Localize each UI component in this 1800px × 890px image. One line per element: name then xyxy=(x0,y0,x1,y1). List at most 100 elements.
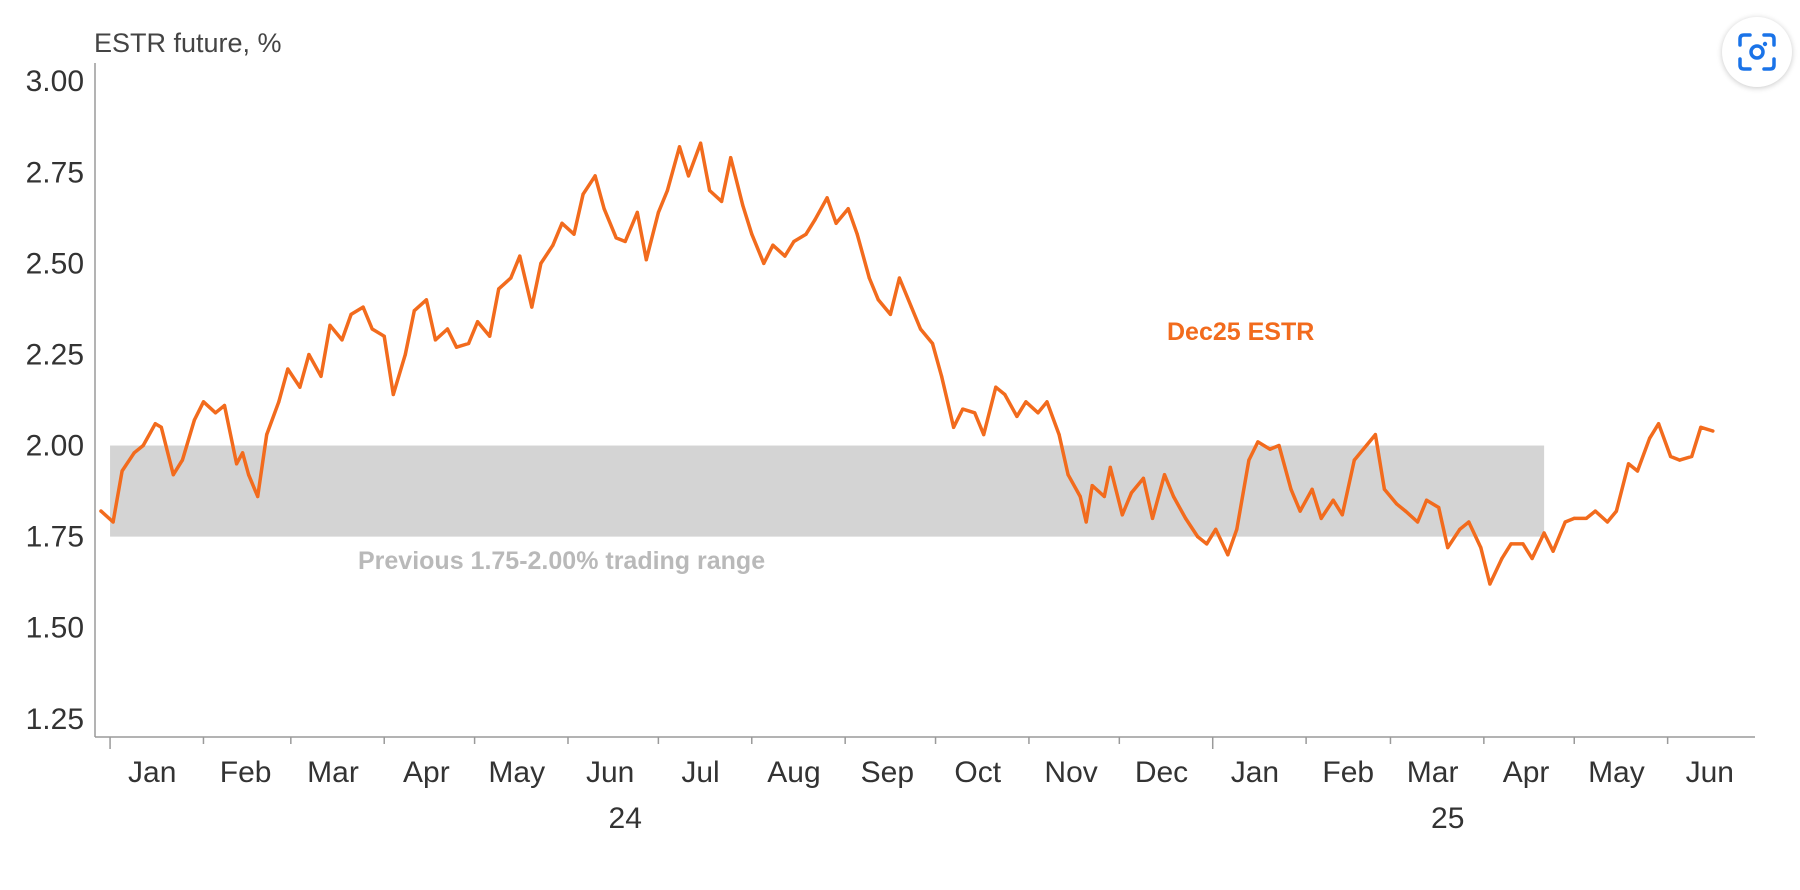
series-point xyxy=(762,261,766,265)
series-point xyxy=(1277,443,1281,448)
series-point xyxy=(1256,440,1260,444)
series-point xyxy=(729,156,733,160)
series-point xyxy=(1635,469,1640,473)
series-point xyxy=(1530,556,1534,561)
series-point xyxy=(1678,458,1682,462)
y-tick-label: 1.25 xyxy=(26,703,84,736)
series-point xyxy=(1066,473,1070,477)
series-point xyxy=(1361,447,1365,451)
series-point xyxy=(1446,546,1450,550)
series-point xyxy=(930,341,935,346)
series-point xyxy=(111,520,115,524)
series-point xyxy=(834,221,838,225)
series-point xyxy=(1298,509,1302,513)
series-point xyxy=(1015,414,1019,418)
series-point xyxy=(1150,516,1155,521)
y-tick-label: 2.25 xyxy=(26,338,84,371)
series-point xyxy=(1572,516,1576,521)
series-point xyxy=(1057,433,1061,437)
series-point xyxy=(741,203,745,207)
series-point xyxy=(141,443,145,448)
series-point xyxy=(699,141,703,145)
series-point xyxy=(792,239,796,244)
series-point xyxy=(213,411,218,415)
series-point xyxy=(1488,582,1492,586)
series-point xyxy=(171,473,175,477)
series-point xyxy=(1045,400,1049,404)
series-point xyxy=(1648,436,1652,440)
series-point xyxy=(1226,553,1230,557)
series-point xyxy=(256,494,260,499)
trading-range-band-group xyxy=(110,445,1545,537)
series-point xyxy=(1129,491,1133,495)
series-point xyxy=(488,334,492,338)
series-point xyxy=(192,418,196,422)
y-tick-label: 2.00 xyxy=(26,430,84,463)
series-point xyxy=(1268,447,1272,451)
series-point xyxy=(403,352,407,357)
series-point xyxy=(153,422,157,426)
series-point xyxy=(867,276,871,280)
series-point xyxy=(1479,546,1483,550)
series-point xyxy=(771,243,775,247)
visual-search-button[interactable] xyxy=(1722,17,1792,87)
series-point xyxy=(476,320,480,324)
series-layer xyxy=(99,141,1715,586)
series-point xyxy=(1078,494,1082,499)
x-tick-label: Sep xyxy=(861,756,914,789)
series-point xyxy=(120,469,124,473)
x-tick-label: Nov xyxy=(1044,756,1097,789)
series-point xyxy=(247,473,251,477)
series-point xyxy=(656,210,661,214)
x-year-label: 24 xyxy=(609,802,642,835)
x-tick-label: Feb xyxy=(1322,756,1374,789)
series-point xyxy=(1184,516,1188,521)
series-point xyxy=(277,400,281,404)
x-tick-label: Aug xyxy=(767,756,820,789)
series-point xyxy=(349,312,353,316)
series-point xyxy=(813,218,817,222)
series-point xyxy=(560,221,564,225)
series-point xyxy=(1196,535,1200,539)
series-point xyxy=(1310,487,1314,491)
series-point xyxy=(1626,462,1631,466)
series-point xyxy=(1657,422,1661,426)
y-tick-label: 2.50 xyxy=(26,247,84,280)
series-point xyxy=(340,338,344,342)
series-point xyxy=(1108,465,1112,469)
series-point xyxy=(235,462,239,466)
series-point xyxy=(1352,458,1356,462)
series-point xyxy=(686,174,691,178)
series-point xyxy=(298,385,302,389)
series-point xyxy=(509,276,513,280)
x-tick-label: Jan xyxy=(128,756,176,789)
series-point xyxy=(783,254,787,258)
x-tick-label: Jul xyxy=(681,756,719,789)
series-point xyxy=(265,433,269,437)
series-point xyxy=(982,433,986,437)
series-point xyxy=(644,258,648,262)
series-point xyxy=(1340,513,1344,517)
series-point xyxy=(1214,527,1218,531)
series-point xyxy=(370,327,374,331)
series-point xyxy=(361,305,365,309)
series-point xyxy=(677,145,682,149)
series-point xyxy=(720,199,724,203)
series-point xyxy=(1036,411,1040,415)
x-tick-label: Oct xyxy=(954,756,1001,789)
series-point xyxy=(412,309,416,313)
series-point xyxy=(424,298,428,302)
series-point xyxy=(1162,473,1167,477)
series-point xyxy=(222,403,227,408)
x-tick-label: Apr xyxy=(403,756,450,789)
series-point xyxy=(708,188,712,193)
series-point xyxy=(1205,542,1209,546)
series-point xyxy=(1563,520,1567,524)
series-point xyxy=(1319,516,1323,521)
series-point xyxy=(1467,520,1471,524)
series-point xyxy=(518,254,522,258)
y-tick-label: 1.50 xyxy=(26,612,84,645)
series-point xyxy=(1382,487,1386,491)
series-point xyxy=(1425,498,1429,502)
